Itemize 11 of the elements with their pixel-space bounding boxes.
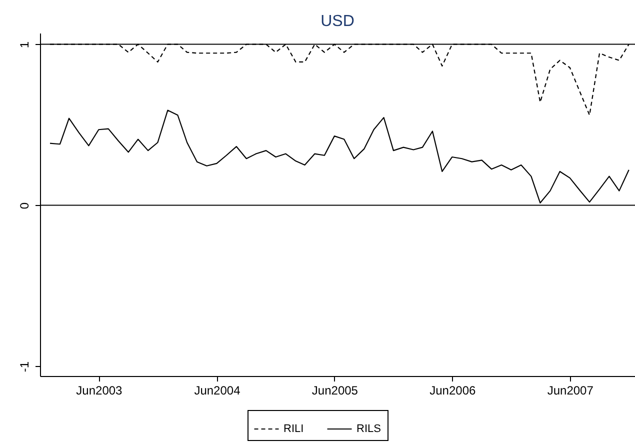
legend-label: RILS — [356, 423, 381, 435]
y-tick-label: 1 — [18, 41, 32, 48]
x-tick-label: Jun2007 — [547, 384, 594, 398]
y-tick-label: -1 — [18, 361, 32, 372]
legend-label: RILI — [284, 423, 304, 435]
x-tick-label: Jun2003 — [76, 384, 123, 398]
x-tick-label: Jun2005 — [312, 384, 358, 398]
x-tick-label: Jun2006 — [430, 384, 476, 398]
x-tick-label: Jun2004 — [194, 384, 241, 398]
y-tick-label: 0 — [18, 202, 32, 210]
chart-title: USD — [320, 13, 354, 30]
